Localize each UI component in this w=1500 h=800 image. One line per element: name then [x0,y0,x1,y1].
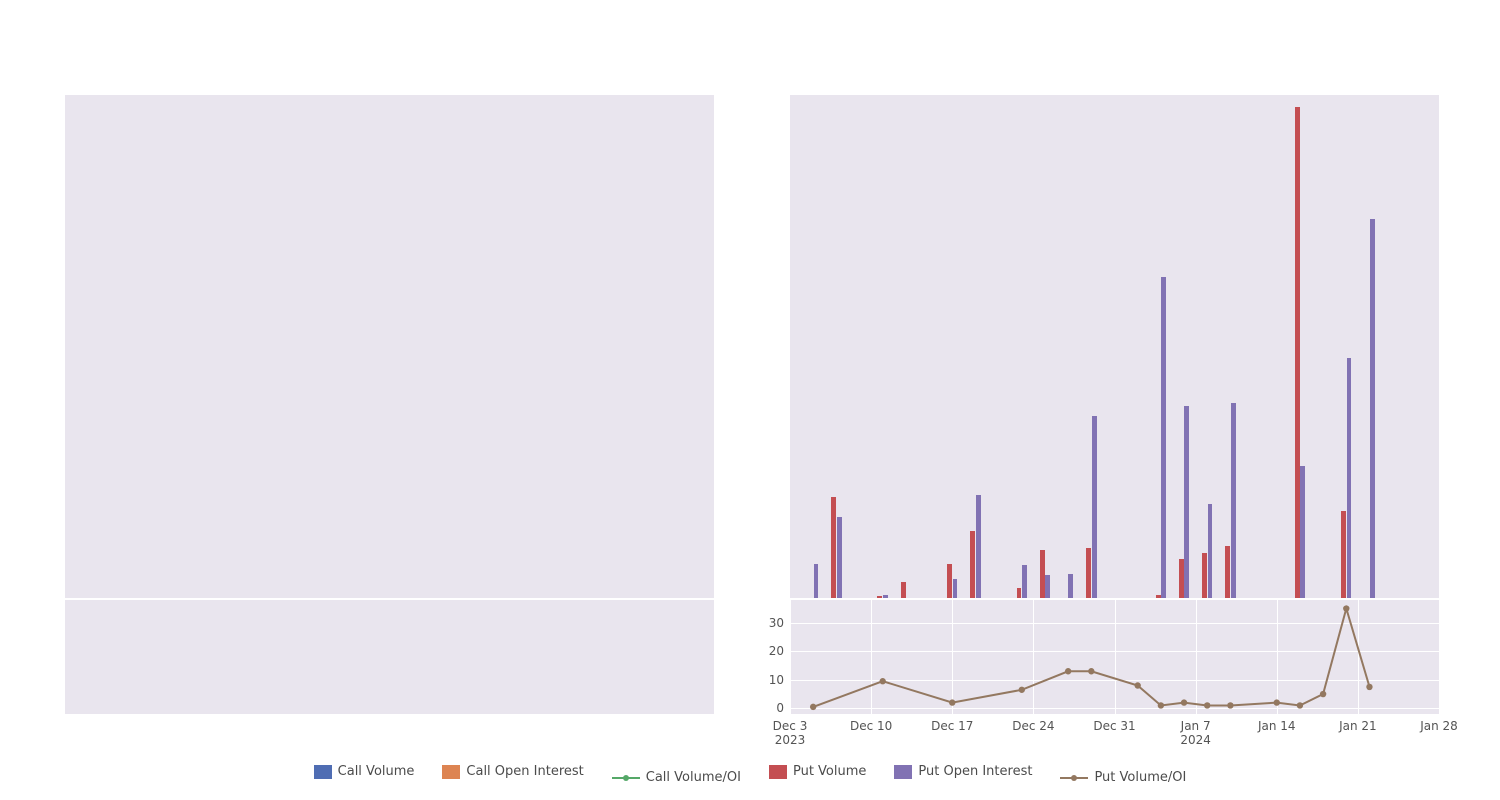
put-ratio-marker [1158,702,1164,708]
put-oi-bar [1045,575,1050,598]
put-ratio-marker [1065,668,1071,674]
put-volume-bar [947,564,952,598]
legend-item: Put Volume [769,764,866,779]
put-volume-bar [1225,546,1230,598]
put-oi-bar [1161,277,1166,598]
legend-label: Call Volume/OI [646,770,741,785]
put-ratio-line [790,600,1439,714]
put-ratio-marker [880,678,886,684]
legend-label: Put Open Interest [918,764,1032,779]
put-volume-bar [1179,559,1184,598]
legend-swatch [442,765,460,779]
put-ratio-marker [1204,702,1210,708]
legend-item: Put Volume/OI [1060,770,1186,785]
put-ratio-marker [1297,702,1303,708]
put-oi-bar [1022,565,1027,598]
y-tick-label: 30 [744,616,784,630]
put-volume-bar [1202,553,1207,598]
legend-item: Call Volume [314,764,415,779]
put-volume-bar [1156,595,1161,598]
put-volume-bar [877,596,882,598]
put-ratio-marker [1366,684,1372,690]
legend-item: Put Open Interest [894,764,1032,779]
legend-label: Put Volume [793,764,866,779]
put-oi-bar [1184,406,1189,598]
y-tick-label: 10 [744,673,784,687]
legend-swatch [894,765,912,779]
put-ratio-marker [810,704,816,710]
put-oi-bar [1370,219,1375,598]
put-oi-bar [976,495,981,598]
put-oi-bar [1300,466,1305,598]
put-ratio-marker [1320,691,1326,697]
legend-line-swatch [612,775,640,781]
legend: Call Volume Call Open Interest Call Volume… [0,764,1500,785]
x-tick-label: Jan 14 [1258,720,1296,734]
legend-swatch [769,765,787,779]
put-volume-bar [901,582,906,598]
left-bars-plot [65,95,714,598]
put-volume-bar [1017,588,1022,598]
right-ratio-plot [790,600,1439,714]
legend-item: Call Volume/OI [612,770,741,785]
x-tick-label: Dec 32023 [773,720,808,748]
right-bars-plot [790,95,1439,598]
x-tick-label: Jan 28 [1420,720,1458,734]
legend-line-swatch [1060,775,1088,781]
x-tick-label: Dec 17 [931,720,973,734]
put-oi-bar [1068,574,1073,598]
put-volume-bar [1086,548,1091,598]
left-ratio-plot [65,600,714,714]
y-tick-label: 20 [744,644,784,658]
put-ratio-marker [949,699,955,705]
legend-swatch [314,765,332,779]
y-tick-label: 0 [744,701,784,715]
legend-label: Call Volume [338,764,415,779]
put-volume-bar [970,531,975,598]
legend-item: Call Open Interest [442,764,583,779]
put-oi-bar [883,595,888,598]
x-tick-label: Dec 24 [1012,720,1054,734]
x-tick-label: Jan 21 [1339,720,1377,734]
x-tick-label: Dec 10 [850,720,892,734]
put-volume-bar [1341,511,1346,598]
grid-line [1439,600,1440,714]
x-tick-label: Jan 72024 [1180,720,1211,748]
put-oi-bar [1347,358,1352,598]
put-volume-bar [1040,550,1045,598]
put-oi-bar [953,579,958,598]
put-volume-bar [1295,107,1300,598]
put-oi-bar [837,517,842,598]
put-ratio-path [813,609,1369,707]
put-ratio-marker [1227,702,1233,708]
legend-label: Put Volume/OI [1094,770,1186,785]
put-ratio-marker [1274,699,1280,705]
put-ratio-marker [1181,699,1187,705]
x-tick-label: Dec 31 [1093,720,1135,734]
put-oi-bar [1208,504,1213,598]
legend-label: Call Open Interest [466,764,583,779]
put-ratio-marker [1088,668,1094,674]
put-oi-bar [814,564,819,598]
put-oi-bar [1092,416,1097,598]
put-oi-bar [1231,403,1236,598]
put-ratio-marker [1019,687,1025,693]
figure: Call Volume Call Open Interest Call Volume… [0,0,1500,800]
put-ratio-marker [1134,682,1140,688]
put-volume-bar [831,497,836,598]
put-ratio-marker [1343,605,1349,611]
